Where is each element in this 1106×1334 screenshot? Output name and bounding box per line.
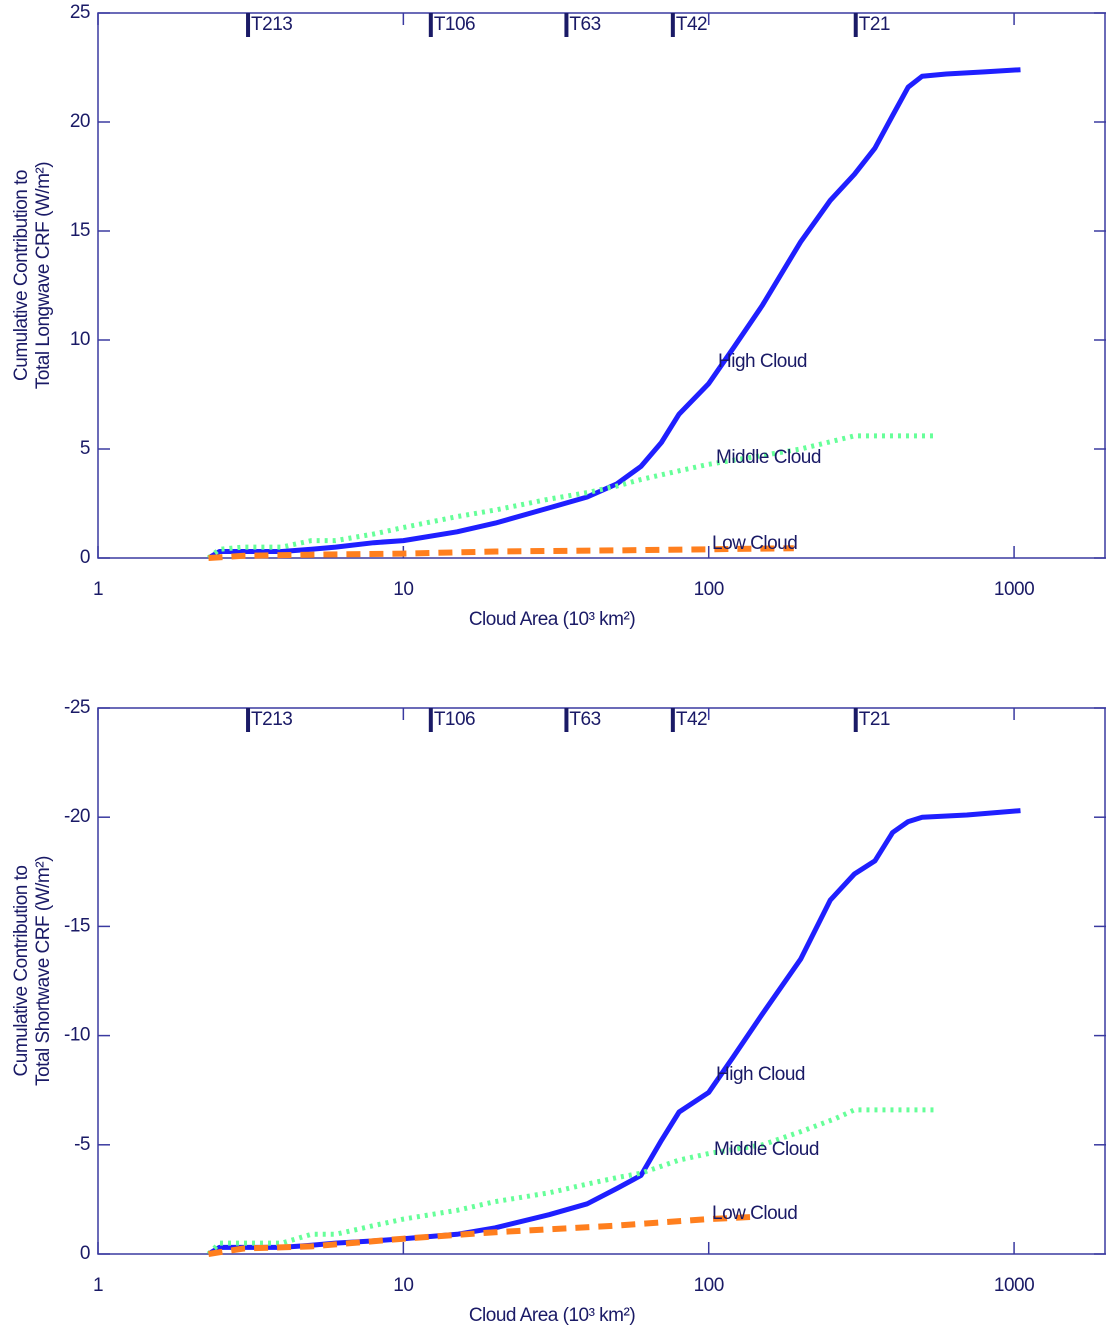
y-axis-title: Cumulative Contribution to [11, 170, 32, 381]
series-label: Middle Cloud [716, 447, 821, 468]
y-tick-label: 0 [80, 1243, 90, 1264]
series-line [208, 545, 794, 561]
x-axis-title: Cloud Area (10³ km²) [469, 609, 636, 630]
x-axis-title: Cloud Area (10³ km²) [469, 1305, 636, 1326]
resolution-label: T42 [676, 14, 707, 35]
resolution-label: T106 [434, 14, 475, 35]
x-tick-label: 100 [694, 1275, 724, 1296]
x-tick-label: 1 [93, 1275, 103, 1296]
plot-frame [97, 707, 1106, 1255]
y-tick-label: 5 [80, 438, 90, 459]
resolution-label: T21 [859, 14, 890, 35]
x-tick-label: 1000 [994, 1275, 1034, 1296]
y-axis-title: Total Shortwave CRF (W/m²) [33, 856, 54, 1086]
plot-frame [97, 12, 1106, 559]
series-line [208, 1213, 754, 1257]
x-tick-label: 1000 [994, 579, 1034, 600]
y-tick-label: 15 [70, 220, 90, 241]
chart-panel: 0 5 10 15 20 25 1 10 100 1000 Cloud Area (10³ km²)… [11, 2, 1106, 630]
y-tick-label: -10 [64, 1025, 90, 1046]
series-label: Low Cloud [712, 533, 797, 554]
series-label: Low Cloud [712, 1203, 797, 1224]
y-tick-label: -20 [64, 806, 90, 827]
resolution-label: T213 [251, 709, 292, 730]
y-tick-label: 10 [70, 329, 90, 350]
y-axis-title: Cumulative Contribution to [11, 866, 32, 1077]
resolution-label: T213 [251, 14, 292, 35]
x-tick-label: 10 [393, 579, 413, 600]
y-tick-label: -25 [64, 697, 90, 718]
x-tick-label: 100 [694, 579, 724, 600]
series-label: Middle Cloud [714, 1139, 819, 1160]
y-axis-title: Total Longwave CRF (W/m²) [33, 162, 54, 389]
series-line [207, 808, 1021, 1257]
series-label: High Cloud [718, 351, 807, 372]
resolution-label: T106 [434, 709, 475, 730]
y-tick-label: 25 [70, 2, 90, 23]
chart-panel: 0 -5 -10 -15 -20 -25 1 10 100 1000 Cloud Area (10³… [11, 697, 1106, 1326]
series-line [207, 67, 1021, 561]
y-tick-label: -5 [74, 1134, 90, 1155]
series-line [206, 1107, 938, 1256]
x-tick-label: 10 [393, 1275, 413, 1296]
y-tick-label: 0 [80, 547, 90, 568]
y-tick-label: -15 [64, 915, 90, 936]
resolution-label: T21 [859, 709, 890, 730]
series-label: High Cloud [716, 1064, 805, 1085]
y-tick-label: 20 [70, 111, 90, 132]
resolution-label: T63 [569, 709, 600, 730]
resolution-label: T63 [569, 14, 600, 35]
x-tick-label: 1 [93, 579, 103, 600]
resolution-label: T42 [676, 709, 707, 730]
series-line [206, 433, 938, 560]
